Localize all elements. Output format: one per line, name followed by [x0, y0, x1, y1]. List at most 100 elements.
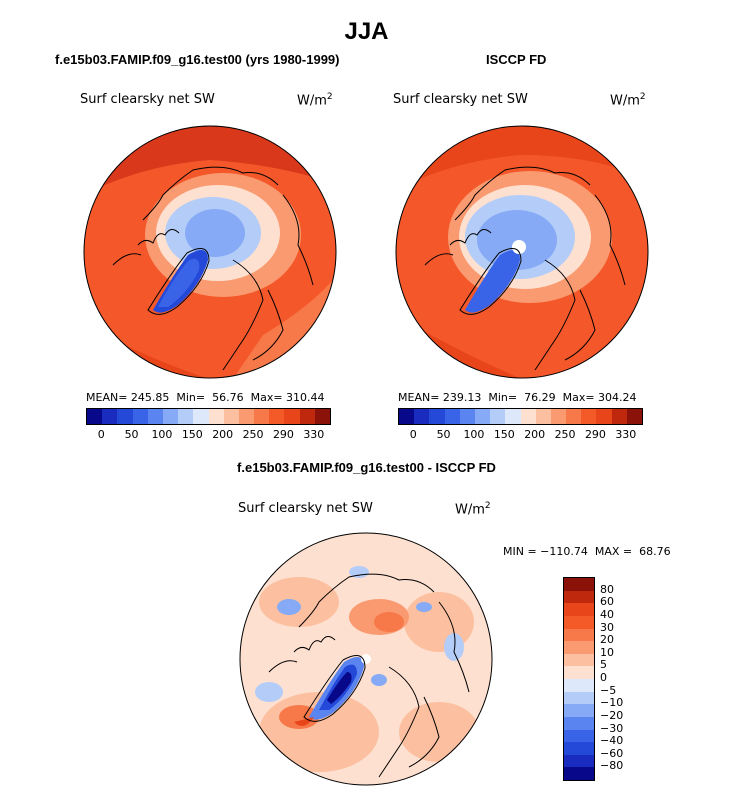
colorbar-tick-label: 290 [584, 428, 606, 441]
diff-panel-variable: Surf clearsky net SW [238, 501, 373, 516]
colorbar-obs [398, 408, 643, 425]
colorbar-swatch [87, 409, 103, 424]
panel-variable-obs: Surf clearsky net SW [393, 92, 528, 107]
colorbar-tick-label: 20 [600, 633, 614, 647]
colorbar-tick-label: −5 [600, 683, 617, 697]
colorbar-swatch [564, 666, 594, 679]
colorbar-swatch [596, 409, 612, 424]
colorbar-swatch [414, 409, 430, 424]
colorbar-swatch [564, 679, 594, 692]
panel-units-obs: W/m2 [610, 92, 646, 109]
colorbar-swatch [132, 409, 148, 424]
colorbar-ticks-obs: 0 50 100 150 200 250 290 330 [398, 428, 641, 442]
colorbar-swatch [254, 409, 270, 424]
colorbar-swatch [269, 409, 285, 424]
colorbar-tick-label: −10 [600, 696, 624, 710]
diff-panel-title: f.e15b03.FAMIP.f09_g16.test00 - ISCCP FD [237, 460, 496, 475]
colorbar-swatch [564, 691, 594, 705]
colorbar-tick-label: 330 [615, 428, 637, 441]
colorbar-swatch [564, 704, 594, 717]
colorbar-swatch [626, 409, 642, 424]
colorbar-tick-label: 0 [97, 428, 105, 441]
colorbar-tick-label: 0 [600, 671, 607, 684]
colorbar-tick-label: 50 [436, 428, 451, 441]
diff-panel-stats: MIN = −110.74 MAX = 68.76 [503, 545, 671, 558]
colorbar-swatch [564, 641, 594, 654]
colorbar-swatch [564, 590, 594, 604]
colorbar-tick-label: 200 [212, 428, 234, 441]
colorbar-swatch [564, 742, 594, 755]
colorbar-swatch [520, 409, 536, 424]
colorbar-swatch [566, 409, 582, 424]
panel-units-model: W/m2 [297, 92, 333, 109]
colorbar-tick-label: 150 [493, 428, 515, 441]
colorbar-swatch [208, 409, 224, 424]
colorbar-swatch [284, 409, 300, 424]
colorbar-swatch [147, 409, 163, 424]
panel-stats-model: MEAN= 245.85 Min= 56.76 Max= 310.44 [86, 391, 325, 404]
colorbar-tick-label: 250 [554, 428, 576, 441]
colorbar-tick-label: −80 [600, 759, 624, 773]
colorbar-swatch [223, 409, 239, 424]
colorbar-swatch [102, 409, 118, 424]
panel-title-obs: ISCCP FD [486, 52, 547, 67]
colorbar-tick-label: 150 [181, 428, 203, 441]
colorbar-ticks-model: 0 50 100 150 200 250 290 330 [86, 428, 329, 442]
colorbar-tick-label: 0 [409, 428, 417, 441]
colorbar-tick-label: 100 [151, 428, 173, 441]
colorbar-tick-label: −20 [600, 708, 624, 722]
colorbar-swatch [564, 628, 594, 642]
colorbar-swatch [564, 615, 594, 629]
colorbar-tick-label: 50 [124, 428, 139, 441]
colorbar-model [86, 408, 331, 425]
colorbar-tick-label: 10 [600, 645, 614, 659]
colorbar-swatch [505, 409, 521, 424]
colorbar-tick-label: 200 [524, 428, 546, 441]
colorbar-swatch [399, 409, 415, 424]
panel-title-model: f.e15b03.FAMIP.f09_g16.test00 (yrs 1980-… [55, 52, 340, 67]
colorbar-tick-label: 60 [600, 595, 614, 609]
colorbar-tick-label: −40 [600, 734, 624, 748]
colorbar-swatch [490, 409, 506, 424]
colorbar-swatch [299, 409, 315, 424]
colorbar-swatch [429, 409, 445, 424]
colorbar-swatch [564, 716, 594, 730]
colorbar-tick-label: 30 [600, 620, 614, 634]
colorbar-tick-label: 250 [242, 428, 264, 441]
colorbar-tick-label: −60 [600, 746, 624, 760]
colorbar-swatch [564, 767, 594, 780]
colorbar-swatch [444, 409, 460, 424]
polar-map-difference [239, 532, 493, 786]
colorbar-swatch [459, 409, 475, 424]
colorbar-swatch [535, 409, 551, 424]
colorbar-tick-label: 5 [600, 658, 607, 672]
colorbar-tick-label: 290 [272, 428, 294, 441]
panel-variable-model: Surf clearsky net SW [80, 92, 215, 107]
colorbar-swatch [564, 653, 594, 667]
colorbar-difference [563, 577, 595, 781]
colorbar-swatch [564, 729, 594, 743]
colorbar-swatch [611, 409, 627, 424]
colorbar-tick-label: 330 [303, 428, 325, 441]
diff-panel-units: W/m2 [455, 501, 491, 518]
colorbar-swatch [162, 409, 179, 424]
colorbar-tick-label: 40 [600, 607, 614, 621]
panel-stats-obs: MEAN= 239.13 Min= 76.29 Max= 304.24 [398, 391, 637, 404]
colorbar-tick-label: 80 [600, 582, 614, 596]
colorbar-swatch [193, 409, 209, 424]
figure-title: JJA [344, 18, 389, 45]
colorbar-swatch [550, 409, 567, 424]
polar-map-model [83, 125, 337, 379]
colorbar-swatch [564, 754, 594, 768]
colorbar-swatch [117, 409, 133, 424]
colorbar-swatch [314, 409, 330, 424]
colorbar-ticks-difference: 80 60 40 30 20 10 5 0 −5 −10 −20 −30 −40 −60 −80 [600, 577, 650, 779]
colorbar-tick-label: −30 [600, 721, 624, 735]
colorbar-swatch [564, 578, 594, 591]
polar-map-obs [395, 125, 649, 379]
colorbar-swatch [474, 409, 491, 424]
colorbar-tick-label: 100 [463, 428, 485, 441]
colorbar-swatch [581, 409, 597, 424]
colorbar-swatch [564, 603, 594, 616]
colorbar-swatch [238, 409, 255, 424]
